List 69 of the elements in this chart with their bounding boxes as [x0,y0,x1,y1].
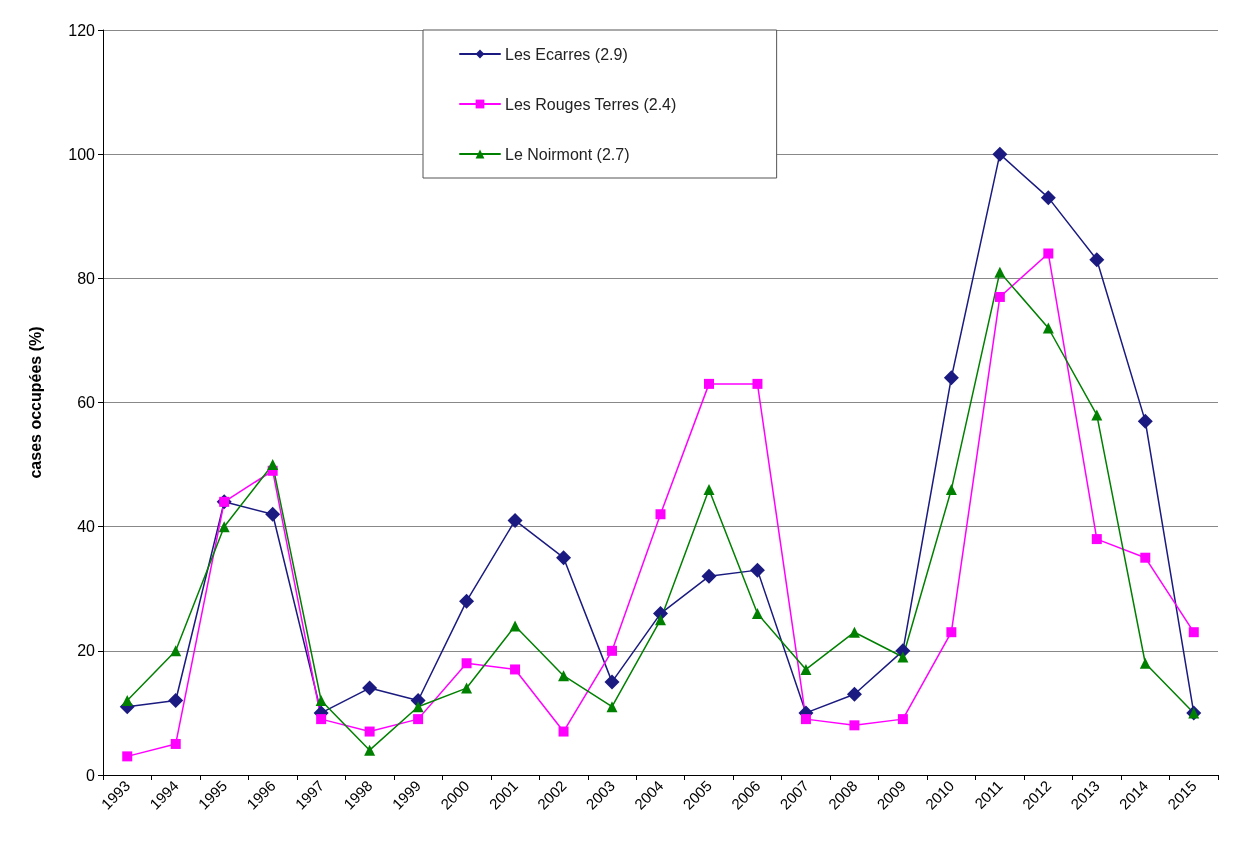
point [606,701,618,713]
legend-label: Les Rouges Terres (2.4) [505,95,677,113]
point [507,512,523,528]
point [703,483,715,495]
point [510,664,521,675]
point [558,670,570,682]
point [1043,248,1054,259]
point [701,568,717,584]
point [848,626,860,638]
point [655,509,666,520]
point [943,370,959,386]
point [461,658,472,669]
point [1188,627,1199,638]
point [122,751,133,762]
point [1137,413,1153,429]
point [362,680,378,696]
point [459,593,475,609]
point [994,266,1006,278]
y-tick-label: 80 [77,269,96,287]
point [1091,409,1103,421]
point [800,714,811,725]
y-tick-label: 20 [77,642,96,660]
point [749,562,765,578]
point [655,614,666,626]
point [315,695,327,706]
point [946,627,957,638]
y-tick-label: 100 [68,145,96,163]
point [413,714,424,725]
legend-label: Les Ecarres (2.9) [505,45,628,63]
point [897,651,909,663]
point [1139,657,1151,669]
point [897,714,908,725]
point [800,663,812,675]
point [994,291,1005,302]
point [1140,552,1151,563]
point [364,726,375,737]
point [170,738,181,749]
point [607,645,618,656]
y-axis-title: cases occupées (%) [26,326,44,479]
point [1040,190,1056,206]
y-tick-label: 120 [68,21,96,39]
point [751,608,763,620]
point [364,744,376,756]
point [945,483,957,495]
point [168,693,184,708]
point [218,521,230,533]
point [461,682,473,694]
point [752,378,763,389]
point [1089,252,1105,268]
point [556,550,572,566]
point [1042,322,1054,334]
y-tick-label: 40 [77,518,96,536]
point [558,726,569,737]
point [509,620,521,632]
point [604,674,620,690]
y-tick-label: 60 [77,394,96,411]
point [992,146,1008,162]
point [1091,534,1102,545]
point [265,506,281,522]
point [267,459,279,471]
y-tick-label: 0 [86,766,96,784]
legend-label: Le Noirmont (2.7) [505,145,630,163]
point [412,701,424,713]
point [121,695,133,706]
point [703,378,714,389]
point [170,645,182,657]
point [849,720,860,731]
point [846,686,862,702]
point [316,714,327,725]
